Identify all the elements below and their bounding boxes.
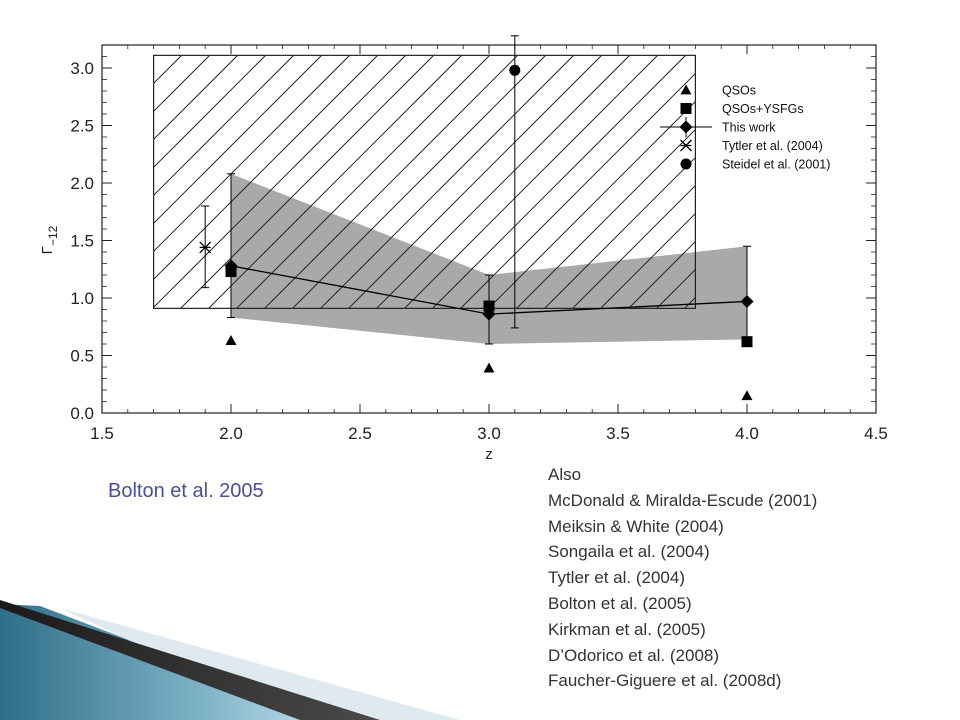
hatch-line <box>348 55 602 309</box>
hatch-line <box>656 268 696 309</box>
y-tick-label: 0.0 <box>70 404 94 423</box>
legend-marker-steidel-et-al-2001 <box>680 158 692 170</box>
reference-item: Tytler et al. (2004) <box>548 568 686 588</box>
reference-item: Kirkman et al. (2005) <box>548 619 706 639</box>
hatch-line <box>516 128 696 309</box>
legend-label-this-work: This work <box>722 121 776 135</box>
hatch-line <box>153 55 322 225</box>
hatch-line <box>404 55 658 309</box>
x-tick-label: 2.5 <box>348 424 372 443</box>
legend-marker-tytler-et-al-2004 <box>680 139 692 152</box>
x-tick-label: 2.0 <box>219 424 243 443</box>
hatch-line <box>488 100 696 309</box>
hatch-line <box>153 55 350 253</box>
credit-text: Bolton et al. 2005 <box>108 480 264 502</box>
x-tick-label: 3.5 <box>606 424 630 443</box>
qsos-point <box>741 390 753 401</box>
hatch-line <box>153 55 266 169</box>
legend-label-qsos-ysfgs: QSOs+YSFGs <box>722 102 804 116</box>
hatch-line <box>153 55 294 197</box>
hatched-region-border <box>153 54 696 309</box>
uvb-chart: 1.5 2.0 2.5 3.0 3.5 4.0 4.5 0.0 0.5 1.0 1.5 2.0 2.5 3… <box>39 35 888 463</box>
reference-item: Songaila et al. (2004) <box>548 542 710 562</box>
hatch-line <box>153 55 406 309</box>
x-axis-label: z <box>485 446 493 463</box>
legend-label-steidel-et-al-2001: Steidel et al. (2001) <box>722 158 830 172</box>
hatch-line <box>376 55 630 309</box>
decor-light-wedge <box>60 608 460 720</box>
reference-item: Meiksin & White (2004) <box>548 516 724 536</box>
hatch-line <box>153 55 210 113</box>
y-tick-label: 3.0 <box>70 59 94 78</box>
shaded-band <box>231 173 747 344</box>
reference-item: D’Odorico et al. (2008) <box>548 645 720 665</box>
qsos-point <box>483 362 495 373</box>
x-tick-label: 4.0 <box>735 424 759 443</box>
hatch-line <box>544 156 696 309</box>
steidel-et-al-2001-point <box>509 64 521 76</box>
y-axis-label: Γ−12 <box>39 225 60 254</box>
hatch-line <box>264 55 518 309</box>
qsos-ysfgs-point <box>741 336 753 348</box>
legend-marker-qsos-ysfgs <box>680 103 692 114</box>
reference-item: Bolton et al. (2005) <box>548 593 692 613</box>
hatch-line <box>208 55 462 309</box>
reference-item: Faucher-Giguere et al. (2008d) <box>548 671 782 691</box>
hatch-line <box>236 55 490 309</box>
tytler-et-al-2004-point <box>199 241 212 254</box>
hatch-line <box>460 72 696 309</box>
hatch-line <box>572 184 696 309</box>
plot-frame <box>101 44 877 414</box>
references-list: Also McDonald & Miralda-Escude (2001) Me… <box>548 462 817 694</box>
legend-marker-this-work <box>679 120 693 134</box>
hatch-line <box>292 55 546 309</box>
x-tick-label: 3.0 <box>477 424 501 443</box>
this-work-point <box>224 259 238 273</box>
hatch-line <box>320 55 574 309</box>
y-tick-label: 0.5 <box>70 347 94 366</box>
hatch-line <box>153 55 238 141</box>
y-tick-label: 2.0 <box>70 174 94 193</box>
legend-marker-qsos <box>680 84 692 95</box>
hatch-line <box>180 55 434 309</box>
references-heading: Also <box>548 465 582 484</box>
y-tick-label: 1.5 <box>70 232 94 251</box>
slide-decoration <box>0 600 460 720</box>
hatch-line <box>432 55 686 309</box>
this-work-point <box>740 294 754 308</box>
hatch-line <box>600 212 696 309</box>
x-tick-label: 1.5 <box>90 424 114 443</box>
legend-label-tytler-et-al-2004: Tytler et al. (2004) <box>722 139 823 153</box>
reference-item: McDonald & Miralda-Escude (2001) <box>548 490 818 510</box>
x-tick-label: 4.5 <box>864 424 888 443</box>
legend-label-qsos: QSOs <box>722 84 756 98</box>
hatch-line <box>153 55 378 281</box>
qsos-point <box>225 335 237 345</box>
hatch-line <box>628 240 696 309</box>
y-tick-label: 1.0 <box>70 289 94 308</box>
y-tick-label: 2.5 <box>70 117 94 136</box>
this-work-point <box>482 307 496 321</box>
decor-dark-wedge <box>0 600 380 720</box>
